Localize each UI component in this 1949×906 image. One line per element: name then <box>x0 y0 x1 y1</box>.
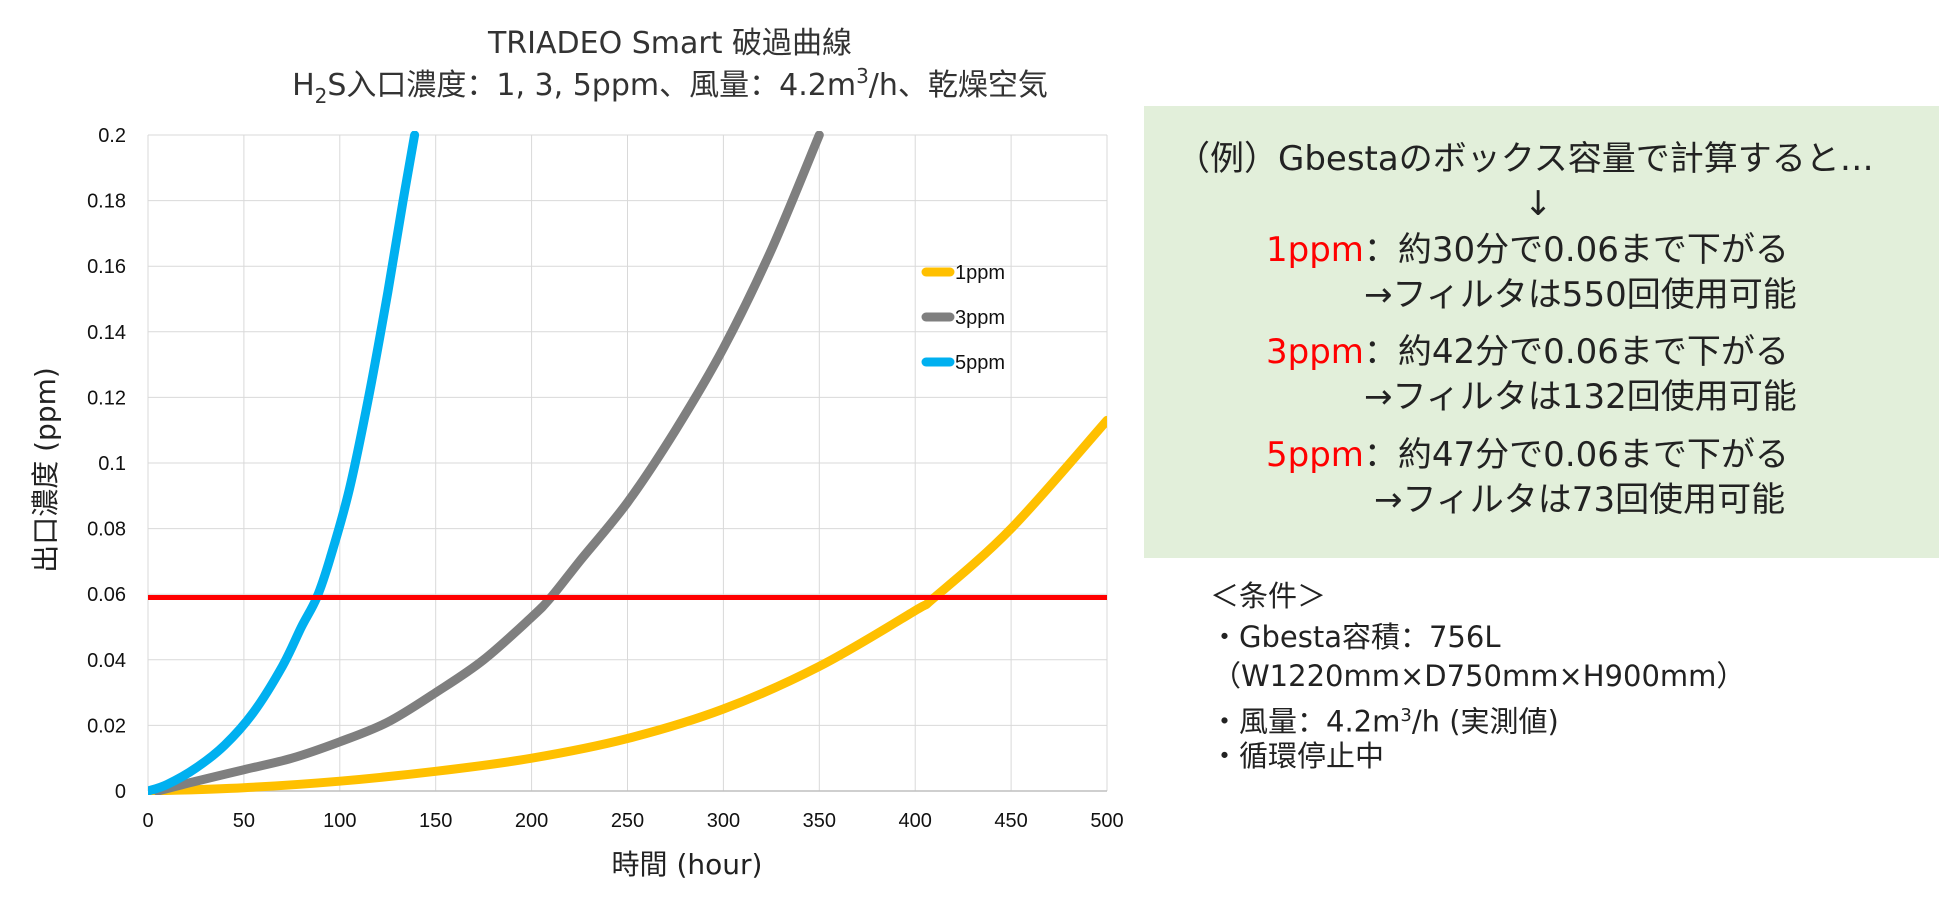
condition-circulation: ・循環停止中 <box>1210 739 1385 773</box>
x-tick-label: 450 <box>994 810 1027 832</box>
example-header: （例）Gbestaのボックス容量で計算すると… <box>1176 139 1874 179</box>
x-tick-label: 0 <box>142 810 153 832</box>
ppm-label: 5ppm <box>1266 435 1364 475</box>
usage-text: →フィルタは73回使用可能 <box>1374 480 1786 520</box>
y-tick-label: 0.12 <box>87 387 126 409</box>
chart-title: TRIADEO Smart 破過曲線 <box>487 26 852 61</box>
x-tick-label: 50 <box>233 810 255 832</box>
x-tick-label: 350 <box>803 810 836 832</box>
ppm-label: 3ppm <box>1266 332 1364 372</box>
reach-text: ：約47分で0.06まで下がる <box>1363 435 1789 475</box>
series-line-3ppm <box>153 131 824 795</box>
legend: 1ppm 3ppm 5ppm <box>921 262 1005 374</box>
y-axis-ticks: 0 0.02 0.04 0.06 0.08 0.1 0.12 0.14 0.16 0.18 0.2 <box>87 125 126 803</box>
usage-text: →フィルタは550回使用可能 <box>1364 275 1797 315</box>
chart-subtitle: H2S入口濃度：1, 3, 5ppm、風量：4.2m3/h、乾燥空気 <box>292 64 1048 108</box>
x-tick-label: 100 <box>323 810 356 832</box>
example-row-3ppm: 3ppm：約42分で0.06まで下がる <box>1266 332 1789 372</box>
legend-label-1ppm: 1ppm <box>955 262 1005 284</box>
airflow-suffix: /h (実測値) <box>1411 704 1559 739</box>
x-tick-label: 500 <box>1090 810 1123 832</box>
down-arrow: ↓ <box>1524 184 1553 224</box>
subtitle-main: S入口濃度：1, 3, 5ppm、風量：4.2m <box>327 68 856 103</box>
grid <box>147 134 1108 792</box>
condition-volume: ・Gbesta容積：756L <box>1210 620 1501 654</box>
y-tick-label: 0.1 <box>98 453 126 475</box>
subtitle-subscript: 2 <box>315 84 328 108</box>
y-tick-label: 0.08 <box>87 519 126 541</box>
series-line-1ppm <box>148 415 1107 795</box>
y-tick-label: 0.04 <box>87 650 126 672</box>
example-box: （例）Gbestaのボックス容量で計算すると… ↓ 1ppm：約30分で0.06… <box>1144 106 1939 558</box>
y-tick-label: 0.18 <box>87 191 126 213</box>
y-tick-label: 0.02 <box>87 715 126 737</box>
example-row-1ppm: 1ppm：約30分で0.06まで下がる <box>1266 230 1789 270</box>
usage-text: →フィルタは132回使用可能 <box>1364 377 1797 417</box>
y-tick-label: 0.16 <box>87 256 126 278</box>
x-tick-label: 200 <box>515 810 548 832</box>
x-tick-label: 250 <box>611 810 644 832</box>
ppm-label: 1ppm <box>1266 230 1364 270</box>
y-tick-label: 0.2 <box>98 125 126 147</box>
condition-airflow: ・風量：4.2m3/h (実測値) <box>1210 698 1559 740</box>
airflow-superscript: 3 <box>1400 705 1412 726</box>
legend-label-3ppm: 3ppm <box>955 307 1005 329</box>
subtitle-prefix: H <box>292 68 315 103</box>
x-axis-title: 時間 (hour) <box>612 848 763 881</box>
x-tick-label: 300 <box>707 810 740 832</box>
subtitle-superscript: 3 <box>856 64 869 88</box>
x-tick-label: 150 <box>419 810 452 832</box>
reach-text: ：約42分で0.06まで下がる <box>1363 332 1789 372</box>
airflow-prefix: ・風量：4.2m <box>1210 704 1401 739</box>
y-tick-label: 0.14 <box>87 322 126 344</box>
condition-dimensions: （W1220mm×D750mm×H900mm） <box>1212 659 1746 693</box>
x-axis-ticks: 0 50 100 150 200 250 300 350 400 450 500 <box>142 810 1123 832</box>
conditions-header: ＜条件＞ <box>1210 579 1327 613</box>
y-tick-label: 0 <box>115 781 126 803</box>
legend-label-5ppm: 5ppm <box>955 352 1005 374</box>
y-axis-title: 出口濃度 (ppm) <box>29 367 62 573</box>
subtitle-suffix: /h、乾燥空気 <box>869 68 1048 103</box>
example-row-5ppm: 5ppm：約47分で0.06まで下がる <box>1266 435 1789 475</box>
y-tick-label: 0.06 <box>87 584 126 606</box>
x-tick-label: 400 <box>899 810 932 832</box>
reach-text: ：約30分で0.06まで下がる <box>1363 230 1789 270</box>
